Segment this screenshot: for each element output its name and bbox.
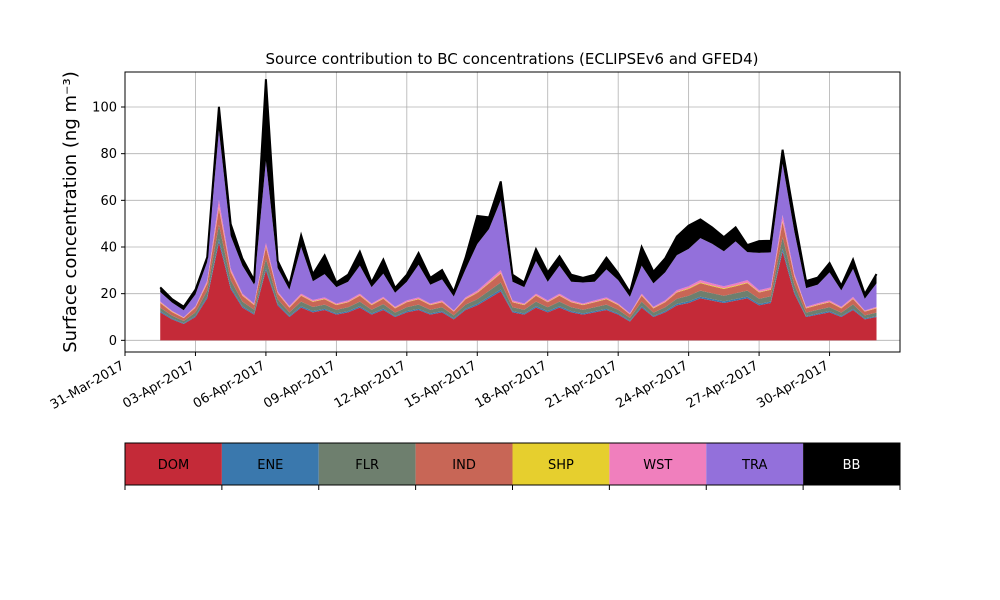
x-tick-label: 21-Apr-2017 [543,358,620,411]
y-tick-label: 100 [92,101,117,116]
area-series-ind [160,208,877,321]
y-tick-label: 20 [100,287,117,302]
x-tick-label: 09-Apr-2017 [261,358,338,411]
chart-title: Source contribution to BC concentrations… [265,50,758,68]
x-tick-label: 27-Apr-2017 [684,358,761,411]
legend-swatch-ind [415,443,513,485]
y-ticks: 0 20 40 60 80 100 [92,101,125,349]
legend-swatch-dom [125,443,222,485]
y-tick-label: 80 [100,147,117,162]
legend-swatch-wst [609,443,707,485]
x-tick-label: 31-Mar-2017 [48,358,127,412]
x-tick-label: 30-Apr-2017 [754,358,831,411]
legend: DOM ENE FLR IND SHP WST TRA BB [124,442,901,490]
area-series-tra [160,130,877,318]
x-tick-label: 06-Apr-2017 [191,358,268,411]
x-tick-label: 12-Apr-2017 [332,358,409,411]
y-tick-label: 60 [100,194,117,209]
y-axis-label: Surface concentration (ng m⁻³) [60,71,81,353]
stacked-areas [159,79,878,341]
total-line [159,79,878,309]
legend-swatch-bb [803,443,900,485]
area-series-flr [160,224,877,324]
legend-label: BB [843,458,861,473]
y-tick-label: 0 [109,334,117,349]
legend-label: TRA [741,458,767,473]
legend-label: SHP [548,458,574,473]
plot-frame [124,71,901,353]
legend-swatch-flr [318,443,416,485]
legend-label: WST [643,458,672,473]
legend-label: IND [452,458,476,473]
x-ticks: 31-Mar-201703-Apr-201706-Apr-201709-Apr-… [48,352,832,413]
x-tick-label: 15-Apr-2017 [402,358,479,411]
axes [124,71,901,353]
legend-swatch-tra [706,443,804,485]
x-tick-label: 03-Apr-2017 [120,358,197,411]
y-tick-label: 40 [100,241,117,256]
legend-label: DOM [158,458,189,473]
legend-swatch-ene [221,443,319,485]
x-tick-label: 18-Apr-2017 [473,358,550,411]
area-series-dom [160,242,877,341]
legend-swatch-shp [512,443,610,485]
x-tick-label: 24-Apr-2017 [614,358,691,411]
legend-label: ENE [257,458,283,473]
legend-label: FLR [355,458,379,473]
